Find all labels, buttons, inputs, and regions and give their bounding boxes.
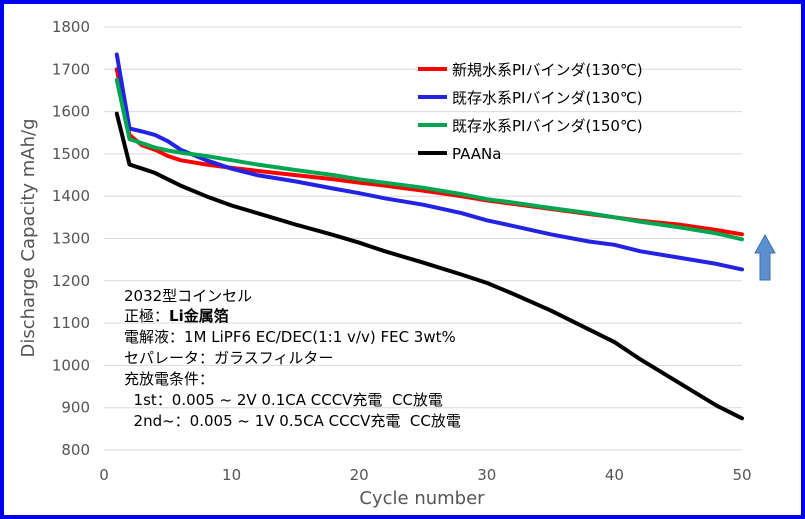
x-tick-labels: 0 10 20 30 40 50 — [99, 466, 751, 484]
y-tick-label: 1700 — [52, 60, 90, 78]
legend: 新規水系PIバインダ(130℃) 既存水系PIバインダ(130℃) 既存水系PIバイ… — [418, 61, 643, 163]
note-conditions-title: 充放電条件： — [124, 370, 215, 388]
y-tick-label: 1100 — [52, 314, 90, 332]
legend-label: 新規水系PIバインダ(130℃) — [452, 61, 643, 79]
legend-label: 既存水系PIバインダ(130℃) — [452, 89, 643, 107]
y-tick-label: 1800 — [52, 18, 90, 36]
y-tick-label: 1400 — [52, 187, 90, 205]
series-line-3 — [114, 77, 744, 242]
y-tick-label: 1500 — [52, 145, 90, 163]
x-tick-label: 50 — [732, 466, 751, 484]
x-tick-label: 10 — [222, 466, 241, 484]
series-line-4 — [114, 111, 744, 421]
y-tick-label: 1200 — [52, 272, 90, 290]
note-electrolyte: 電解液：1M LiPF6 EC/DEC(1:1 v/v) FEC 3wt% — [124, 328, 456, 346]
y-tick-label: 1000 — [52, 356, 90, 374]
y-tick-labels: 800 900 1000 1100 1200 1300 1400 1500 1600 1700 18… — [52, 18, 90, 459]
note-positive-label: 正極： — [124, 307, 170, 325]
legend-label: PAANa — [452, 145, 501, 163]
note-condition-1: 1st：0.005 ~ 2V 0.1CA CCCV充電 CC放電 — [124, 391, 443, 409]
x-tick-label: 40 — [605, 466, 624, 484]
note-positive-electrode: 正極：Li金属箔 — [124, 306, 229, 326]
x-tick-label: 20 — [350, 466, 369, 484]
legend-label: 既存水系PIバインダ(150℃) — [452, 117, 643, 135]
y-axis-title: Discharge Capacity mAh/g — [18, 118, 39, 357]
y-tick-label: 1300 — [52, 230, 90, 248]
y-tick-label: 1600 — [52, 103, 90, 121]
note-positive-value: Li金属箔 — [169, 307, 229, 325]
note-condition-2: 2nd~：0.005 ~ 1V 0.5CA CCCV充電 CC放電 — [124, 412, 461, 430]
series-line-2 — [114, 52, 744, 272]
note-separator: セパレータ：ガラスフィルター — [124, 349, 334, 367]
y-tick-label: 900 — [61, 399, 90, 417]
x-tick-label: 0 — [99, 466, 109, 484]
series-lines — [114, 52, 744, 421]
x-axis-title: Cycle number — [359, 488, 485, 509]
y-tick-label: 800 — [61, 441, 90, 459]
improvement-arrow-icon — [754, 233, 776, 281]
note-cell-type: 2032型コインセル — [124, 287, 253, 305]
x-tick-label: 30 — [477, 466, 496, 484]
